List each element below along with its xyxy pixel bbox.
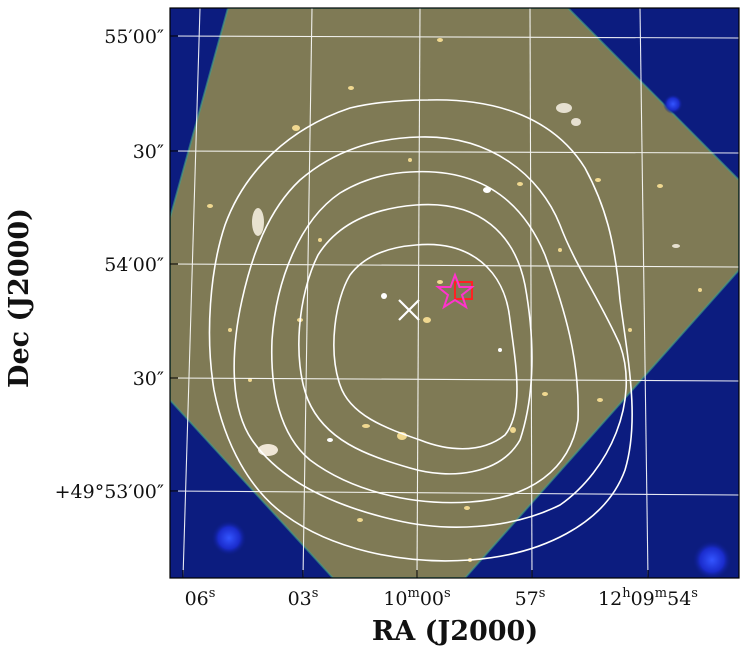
galaxy — [362, 424, 370, 428]
y-axis-label: Dec (J2000) — [4, 208, 35, 388]
galaxy — [408, 158, 412, 162]
contours — [208, 99, 633, 562]
galaxy — [558, 248, 562, 252]
galaxy — [357, 518, 363, 522]
grid-line-dec — [170, 35, 739, 39]
x-cross-icon — [398, 299, 420, 321]
grid-line-ra — [182, 8, 201, 578]
galaxy — [207, 204, 213, 208]
galaxy — [252, 208, 264, 236]
x-tick-label: 12h09m54s — [598, 586, 698, 610]
contour-level-5 — [208, 99, 633, 562]
hst-field-edge — [170, 8, 739, 578]
contour-level-3 — [270, 170, 579, 504]
galaxy — [628, 328, 632, 332]
galaxy — [437, 280, 443, 284]
galaxy — [672, 244, 680, 248]
contour-level-4 — [233, 136, 628, 528]
galaxy — [657, 184, 663, 188]
galaxy — [510, 427, 516, 433]
y-tick-label: 30″ — [133, 368, 164, 390]
contour-level-2 — [298, 203, 533, 475]
galaxy — [437, 38, 443, 42]
blue-source — [211, 520, 247, 556]
star-icon — [435, 272, 475, 310]
galaxy — [595, 178, 601, 182]
galaxies — [207, 38, 702, 562]
galaxy — [292, 125, 300, 131]
blue-source — [663, 94, 683, 114]
x-tick-label: 06s — [185, 586, 216, 610]
contour-level-1 — [333, 243, 518, 450]
grid-line-dec — [170, 150, 739, 154]
galaxy — [318, 238, 322, 242]
plot-frame — [169, 7, 740, 579]
grid-line-ra — [416, 8, 421, 578]
galaxy — [597, 398, 603, 402]
y-tick-label: 54′00″ — [104, 254, 164, 276]
grid-line-ra — [302, 8, 313, 578]
grid-line-dec — [170, 377, 739, 382]
galaxy — [498, 348, 502, 352]
y-tick-label: +49°53′00″ — [55, 481, 164, 503]
galaxy — [556, 103, 572, 113]
galaxy — [464, 506, 470, 510]
grid-line-ra — [529, 8, 533, 578]
x-tick-label: 57s — [515, 586, 546, 610]
x-tick-label: 10m00s — [383, 586, 450, 610]
coordinate-grid — [170, 8, 739, 578]
image-panel — [170, 8, 739, 578]
x-tick-label: 03s — [288, 586, 319, 610]
galaxy — [348, 86, 354, 90]
galaxy — [248, 378, 252, 382]
galaxy — [698, 288, 702, 292]
galaxy — [517, 182, 523, 186]
galaxy — [571, 118, 581, 126]
galaxy — [228, 328, 232, 332]
galaxy — [327, 438, 333, 442]
grid-line-ra — [639, 8, 649, 578]
galaxy — [423, 317, 431, 323]
x-axis-label: RA (J2000) — [372, 616, 538, 647]
galaxy — [381, 293, 387, 299]
galaxy — [258, 444, 278, 456]
grid-line-dec — [170, 263, 739, 268]
y-tick-label: 30″ — [133, 141, 164, 163]
galaxy — [483, 187, 491, 193]
galaxy — [542, 392, 548, 396]
blue-source — [692, 540, 732, 578]
grid-line-dec — [170, 490, 739, 496]
y-tick-label: 55′00″ — [104, 26, 164, 48]
axis-ticks — [170, 35, 649, 578]
